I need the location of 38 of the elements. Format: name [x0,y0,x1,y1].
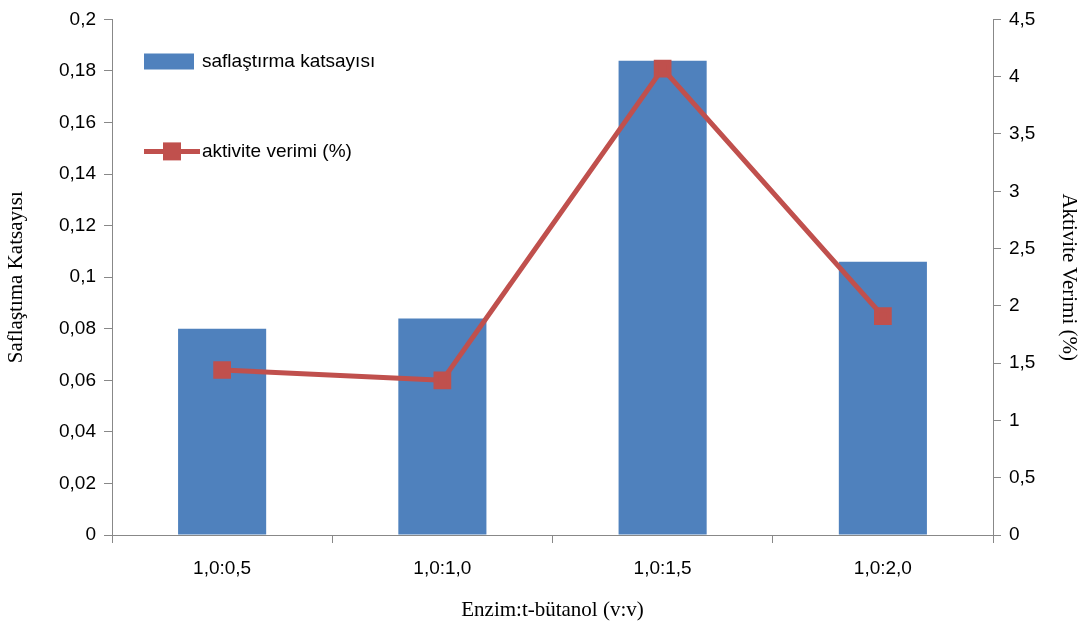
x-tick-label: 1,0:1,0 [413,556,472,578]
y-tick-label: 0,1 [69,265,96,287]
x-tick-label: 1,0:0,5 [193,556,252,578]
y2-tick-label: 4,5 [1009,7,1036,29]
y2-axis-title: Aktivite Verimi (%) [1057,193,1082,361]
x-tick-label: 1,0:1,5 [633,556,692,578]
point [213,361,231,379]
y2-tick-label: 0 [1009,523,1020,545]
y2-tick-label: 1 [1009,408,1020,430]
y-tick-label: 0,18 [59,59,96,81]
bar [838,261,927,535]
x-axis-title: Enzim:t-bütanol (v:v) [461,596,644,621]
y2-tick-label: 0,5 [1009,465,1036,487]
y2-tick-label: 4 [1009,64,1020,86]
point [653,59,672,78]
bar [178,328,267,535]
legend-label: aktivite verimi (%) [202,139,352,161]
x-tick-label: 1,0:2,0 [853,556,912,578]
point [874,307,892,326]
y-tick-label: 0,12 [59,213,96,235]
y-tick-label: 0,16 [59,110,96,132]
y2-tick-label: 2 [1009,294,1020,316]
y-tick-label: 0,08 [59,316,96,338]
y-tick-label: 0,14 [59,162,97,184]
bar [618,60,707,535]
bar [398,318,487,535]
y-tick-label: 0,2 [69,7,96,29]
y2-tick-label: 2,5 [1009,236,1036,258]
y2-tick-label: 3,5 [1009,122,1036,144]
legend-label: saflaştırma katsayısı [202,49,376,71]
y-tick-label: 0,06 [59,368,96,390]
y-tick-label: 0,04 [59,420,97,442]
y2-tick-label: 3 [1009,179,1020,201]
y2-tick-label: 1,5 [1009,351,1036,373]
y-tick-label: 0 [85,523,96,545]
y-axis-title: Saflaştıma Katsayısı [3,191,28,364]
point [433,371,452,390]
y-tick-label: 0,02 [59,471,96,493]
